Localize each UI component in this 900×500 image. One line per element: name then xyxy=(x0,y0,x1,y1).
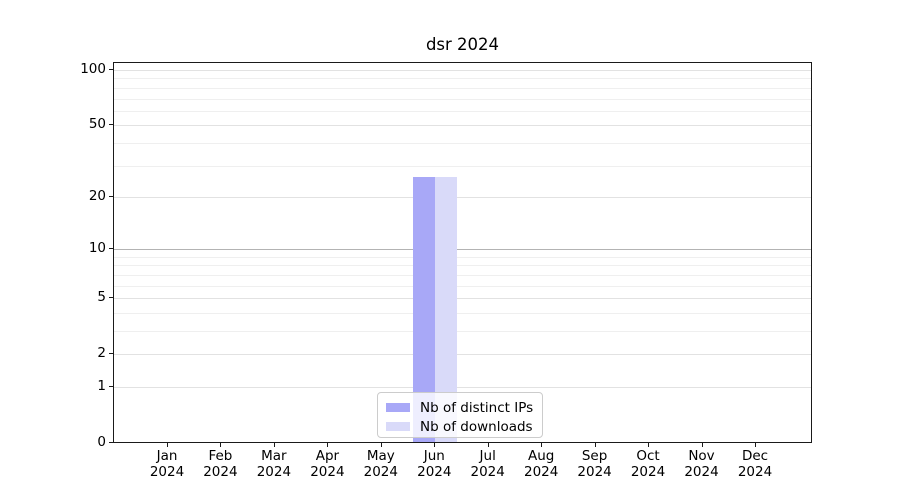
legend-item-downloads: Nb of downloads xyxy=(386,417,542,436)
x-tick-label: Mar 2024 xyxy=(256,448,292,480)
x-tick-mark xyxy=(755,443,756,447)
legend: Nb of distinct IPs Nb of downloads xyxy=(377,392,543,438)
x-tick-mark xyxy=(380,443,382,447)
legend-label-distinct-ips: Nb of distinct IPs xyxy=(420,399,534,416)
minor-gridline xyxy=(114,331,811,332)
x-tick-mark xyxy=(594,443,596,447)
minor-gridline xyxy=(114,78,811,80)
y-tick-mark xyxy=(109,124,113,126)
x-tick-mark xyxy=(434,443,436,447)
major-gridline xyxy=(114,70,811,71)
x-tick-label: Aug 2024 xyxy=(524,448,559,480)
x-tick-mark xyxy=(273,443,275,447)
y-tick-mark xyxy=(109,248,113,250)
x-tick-mark xyxy=(541,443,543,447)
minor-gridline xyxy=(114,98,811,100)
bar-distinct-ips-jun xyxy=(413,176,436,442)
minor-gridline xyxy=(114,142,811,144)
bar-downloads-jun xyxy=(435,176,458,442)
x-tick-mark xyxy=(167,443,168,447)
y-tick-label: 50 xyxy=(88,116,106,133)
y-tick-mark xyxy=(109,195,113,197)
x-tick-label: May 2024 xyxy=(363,448,398,480)
y-tick-label: 10 xyxy=(88,240,106,257)
minor-gridline xyxy=(114,274,811,276)
plot-area xyxy=(113,62,812,443)
x-tick-label: Jul 2024 xyxy=(470,448,505,480)
y-tick-label: 2 xyxy=(97,345,106,362)
major-gridline xyxy=(114,354,811,356)
minor-gridline xyxy=(114,110,811,112)
x-tick-label: Dec 2024 xyxy=(737,448,773,480)
y-tick-mark xyxy=(109,353,113,355)
chart-title: dsr 2024 xyxy=(425,35,500,54)
x-tick-label: Feb 2024 xyxy=(203,448,238,480)
legend-item-distinct-ips: Nb of distinct IPs xyxy=(386,398,542,417)
minor-gridline xyxy=(114,165,811,167)
legend-swatch-distinct-ips xyxy=(386,403,410,412)
minor-gridline xyxy=(114,256,811,258)
y-tick-mark xyxy=(109,69,113,70)
x-tick-mark xyxy=(487,443,489,447)
y-tick-mark xyxy=(109,386,113,387)
x-tick-label: Jan 2024 xyxy=(149,448,185,480)
x-tick-mark xyxy=(701,443,703,447)
x-tick-label: Oct 2024 xyxy=(630,448,666,480)
major-gridline xyxy=(114,298,811,300)
y-tick-mark xyxy=(109,442,113,443)
y-tick-label: 1 xyxy=(97,378,106,394)
x-tick-label: Jun 2024 xyxy=(417,448,452,480)
x-tick-label: Sep 2024 xyxy=(577,448,612,480)
minor-gridline xyxy=(114,265,811,267)
x-tick-mark xyxy=(327,443,329,447)
y-tick-mark xyxy=(109,297,113,299)
major-gridline xyxy=(114,249,811,251)
major-gridline xyxy=(114,196,811,198)
y-tick-label: 0 xyxy=(97,434,106,450)
minor-gridline xyxy=(114,87,811,89)
minor-gridline xyxy=(114,285,811,287)
x-tick-mark xyxy=(220,443,222,447)
y-tick-label: 100 xyxy=(80,61,106,77)
major-gridline xyxy=(114,387,811,388)
legend-label-downloads: Nb of downloads xyxy=(420,418,533,435)
minor-gridline xyxy=(114,312,811,314)
x-tick-label: Nov 2024 xyxy=(684,448,719,480)
x-tick-mark xyxy=(648,443,649,447)
major-gridline xyxy=(114,125,811,127)
y-tick-label: 5 xyxy=(97,289,106,306)
x-tick-label: Apr 2024 xyxy=(310,448,345,480)
y-tick-label: 20 xyxy=(88,187,106,204)
legend-swatch-downloads xyxy=(386,422,410,431)
